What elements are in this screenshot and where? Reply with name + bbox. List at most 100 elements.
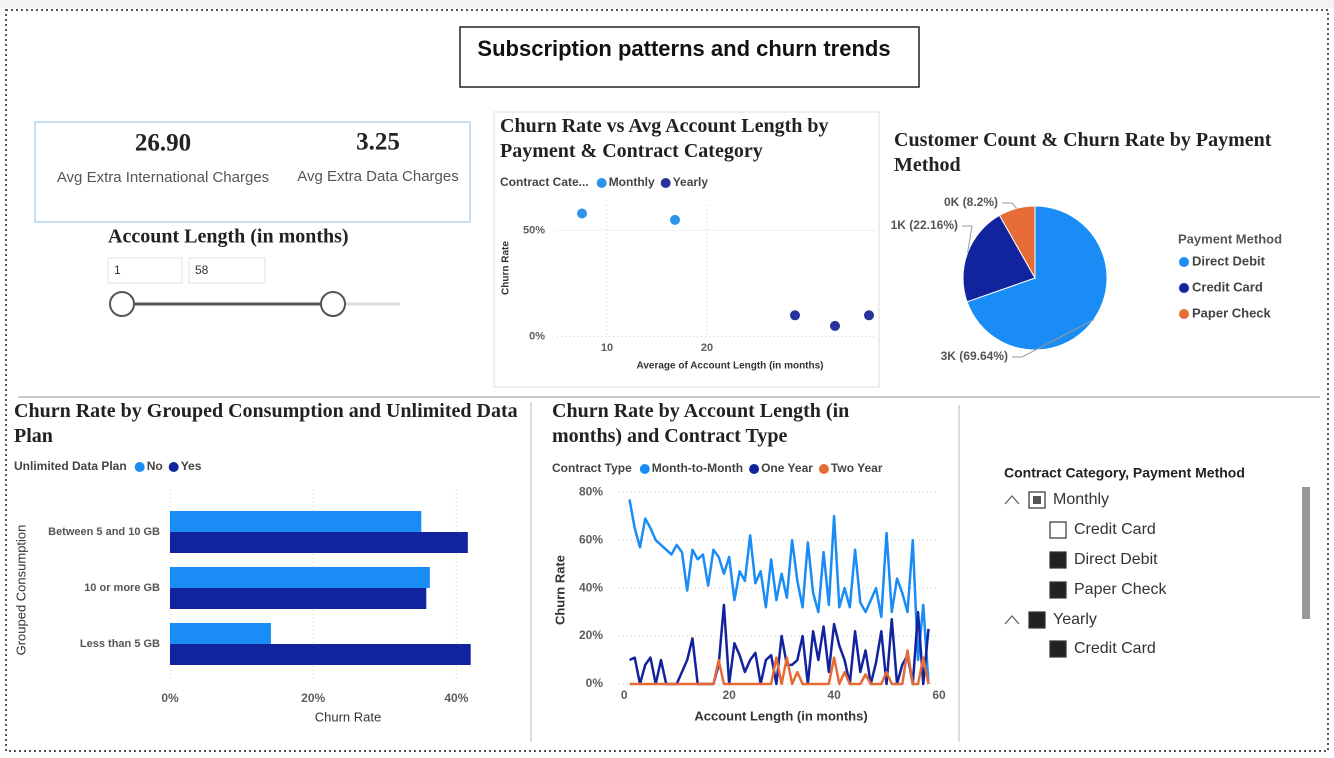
data-label: 0K (8.2%) (944, 195, 998, 209)
y-tick-label: 80% (579, 484, 603, 498)
pie-slice (998, 205, 1036, 280)
chart-title: Churn Rate vs Avg Account Length by Paym… (500, 115, 829, 162)
legend-label: Paper Check (1192, 305, 1272, 320)
legend-label: Credit Card (1192, 279, 1263, 294)
legend-swatch (1179, 283, 1189, 293)
legend-swatch (660, 178, 671, 188)
scatter-point (577, 208, 587, 219)
x-tick-label: 60 (932, 688, 946, 702)
checkbox[interactable] (1049, 640, 1067, 658)
card-value: 26.90 (135, 130, 191, 157)
x-tick-label: 10 (601, 342, 613, 354)
top-strip (0, 0, 1334, 8)
y-tick-label: 0% (529, 330, 545, 342)
y-tick-label: 20% (579, 628, 603, 642)
bar (170, 644, 471, 665)
legend-swatch (134, 462, 145, 472)
checkbox[interactable] (1049, 581, 1067, 599)
slicer-item[interactable]: Monthly (1053, 491, 1109, 508)
bar (170, 588, 427, 609)
checkbox-partial (1033, 496, 1041, 504)
bar (170, 511, 422, 532)
slicer-item[interactable]: Paper Check (1074, 581, 1167, 598)
x-tick-label: 40% (444, 691, 468, 705)
slider-input[interactable] (107, 257, 183, 284)
leader-line (962, 225, 973, 253)
chart-title: Churn Rate by Account Length (in months)… (552, 400, 850, 447)
legend-title: Contract Cate... (500, 175, 589, 189)
leader-line (1002, 202, 1018, 209)
slider-handle[interactable] (320, 291, 346, 317)
legend-swatch (749, 464, 760, 474)
line-series (628, 603, 930, 686)
checkbox[interactable] (1049, 551, 1067, 569)
x-tick-label: 0% (161, 691, 179, 705)
legend-label: One Year (761, 461, 813, 475)
x-axis-title: Churn Rate (315, 709, 381, 724)
y-axis-title: Grouped Consumption (13, 525, 28, 656)
slicer-item[interactable]: Direct Debit (1074, 551, 1158, 568)
legend-label: Direct Debit (1192, 253, 1266, 268)
legend-label: Monthly (609, 175, 655, 189)
scatter-point (670, 214, 680, 225)
checkbox[interactable] (1049, 521, 1067, 539)
y-tick-label: 10 or more GB (84, 582, 160, 594)
expand-chevron[interactable] (1004, 615, 1020, 625)
checkbox[interactable] (1028, 611, 1046, 629)
card-label: Avg Extra Data Charges (297, 168, 458, 185)
legend-label: Two Year (831, 461, 883, 475)
data-label: 3K (69.64%) (941, 349, 1008, 363)
bar (170, 532, 468, 553)
scrollbar[interactable] (1302, 487, 1310, 619)
slider-handle[interactable] (109, 291, 135, 317)
x-tick-label: 40 (827, 688, 841, 702)
x-tick-label: 0 (621, 688, 628, 702)
slider-max: 58 (195, 263, 209, 277)
page-border (5, 9, 1329, 752)
data-label: 1K (22.16%) (891, 218, 958, 232)
slider-input[interactable] (188, 257, 266, 284)
line-series (628, 499, 930, 685)
scatter-point (864, 310, 874, 321)
legend-swatch (639, 464, 650, 474)
bar (170, 567, 430, 588)
legend-label: Yearly (673, 175, 709, 189)
chart-title: Churn Rate by Grouped Consumption and Un… (14, 400, 518, 447)
y-tick-label: 40% (579, 580, 603, 594)
card-box (34, 121, 471, 223)
legend-title: Payment Method (1178, 231, 1282, 246)
slicer-item[interactable]: Credit Card (1074, 640, 1156, 657)
slider-min: 1 (114, 263, 121, 277)
legend-label: No (147, 459, 163, 473)
card-label: Avg Extra International Charges (57, 169, 269, 186)
line-series (629, 649, 930, 686)
legend-swatch (818, 464, 829, 474)
legend-swatch (596, 178, 607, 188)
legend-label: Yes (181, 459, 202, 473)
bar (170, 623, 271, 644)
y-tick-label: 50% (523, 224, 545, 236)
expand-chevron[interactable] (1004, 495, 1020, 505)
slicer-item[interactable]: Yearly (1053, 611, 1097, 628)
scatter-point (830, 320, 840, 331)
slicer-item[interactable]: Credit Card (1074, 521, 1156, 538)
card-value: 3.25 (356, 129, 400, 156)
scatter-point (790, 310, 800, 321)
legend-title: Unlimited Data Plan (14, 459, 127, 473)
leader-line (1012, 319, 1094, 358)
x-tick-label: 20% (301, 691, 325, 705)
x-tick-label: 20 (722, 688, 736, 702)
y-tick-label: 60% (579, 532, 603, 546)
legend-swatch (168, 462, 179, 472)
y-axis-title: Churn Rate (501, 241, 512, 295)
slider-title: Account Length (in months) (108, 226, 349, 248)
page-title: Subscription patterns and churn trends (477, 36, 890, 61)
y-tick-label: Between 5 and 10 GB (48, 526, 160, 538)
title-box (459, 26, 920, 88)
y-tick-label: Less than 5 GB (80, 638, 160, 650)
x-axis-title: Average of Account Length (in months) (636, 361, 823, 372)
legend-title: Contract Type (552, 461, 632, 475)
legend-swatch (1179, 309, 1189, 319)
